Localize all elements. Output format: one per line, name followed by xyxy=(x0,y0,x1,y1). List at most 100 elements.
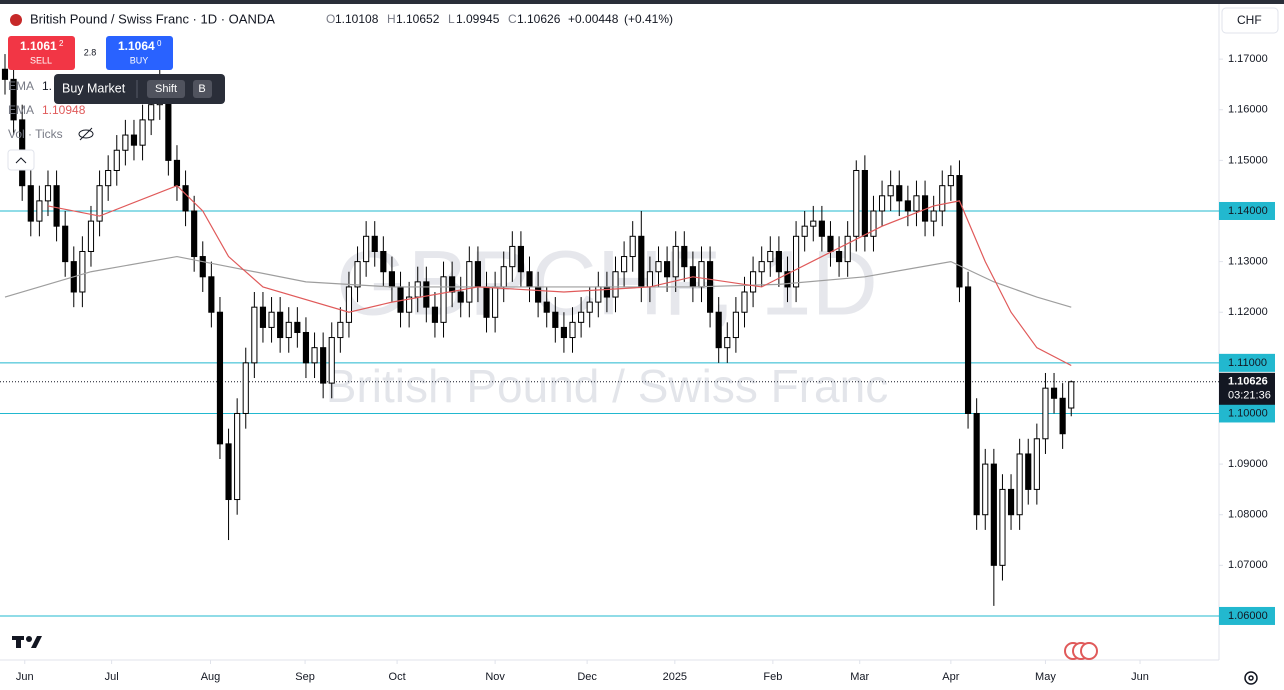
candle-body xyxy=(302,331,310,364)
y-tick-label: 1.08000 xyxy=(1228,509,1268,521)
x-tick-label: Oct xyxy=(389,671,406,683)
candle-body xyxy=(122,134,129,151)
candle-body xyxy=(878,195,886,212)
buy-bg xyxy=(106,36,173,70)
candle-body xyxy=(1068,381,1075,409)
current-price-bg xyxy=(1219,372,1275,405)
buy-button[interactable]: 1.1064 0 BUY xyxy=(106,36,173,70)
x-tick-label: Feb xyxy=(763,671,782,683)
candle-body xyxy=(87,220,95,252)
ohlc-value: 1.10626 xyxy=(517,12,561,26)
axes: 1.06000 1.07000 1.08000 1.09000 1.10000 1.110… xyxy=(16,53,1275,683)
candle-body xyxy=(775,250,782,273)
candle-body xyxy=(380,250,387,273)
candle-body xyxy=(560,326,567,339)
candle-body xyxy=(1033,438,1040,490)
top-border xyxy=(0,0,1284,4)
countdown: 03:21:36 xyxy=(1228,390,1271,402)
candle-body xyxy=(165,94,172,161)
candle-body xyxy=(363,235,370,263)
candle-body xyxy=(750,271,757,293)
candle-body xyxy=(474,261,482,288)
candle-body xyxy=(543,301,550,313)
x-tick-label: Jun xyxy=(1131,671,1149,683)
candle-body xyxy=(173,159,181,187)
candle-body xyxy=(320,347,327,384)
candle-body xyxy=(449,276,456,293)
x-tick-label: 2025 xyxy=(663,671,687,683)
candle-body xyxy=(277,311,284,339)
indicator-name: EMA xyxy=(8,103,34,117)
buy-price: 1.1064 xyxy=(118,39,155,53)
candle-body xyxy=(535,286,542,303)
candle-body xyxy=(784,271,791,288)
collapse-button[interactable] xyxy=(7,149,35,171)
sell-price: 1.1061 xyxy=(20,39,57,53)
candle-body xyxy=(259,306,267,328)
watermark-name: British Pound / Swiss Franc xyxy=(326,360,888,412)
candle-body xyxy=(483,286,490,318)
level-label: 1.14000 xyxy=(1228,205,1268,217)
candle-body xyxy=(956,175,963,288)
collapse-icon xyxy=(15,157,27,164)
settings-icon[interactable] xyxy=(1244,671,1258,685)
level-label-bg xyxy=(1219,606,1275,625)
candle-body xyxy=(767,250,774,263)
event-icons[interactable] xyxy=(1064,642,1098,660)
currency-button[interactable] xyxy=(1221,7,1279,34)
hide-icon[interactable] xyxy=(78,127,94,141)
candle-body xyxy=(939,185,946,212)
symbol-flag xyxy=(10,14,22,26)
spread: 2.8 xyxy=(84,47,97,57)
change-pct: (+0.41%) xyxy=(624,12,673,26)
candle-body xyxy=(139,119,146,146)
candle-body xyxy=(990,463,997,566)
ohlc-label: O xyxy=(326,12,335,26)
ohlc-label: H xyxy=(387,12,396,26)
sell-button[interactable]: 1.1061 2 SELL xyxy=(8,36,75,70)
candle-body xyxy=(337,321,344,339)
candle-body xyxy=(664,261,671,278)
candle-body xyxy=(225,443,232,501)
candle-body xyxy=(853,169,860,237)
y-tick-label: 1.09000 xyxy=(1228,458,1268,470)
candle-body xyxy=(440,276,447,323)
candle-body xyxy=(629,235,636,258)
candle-body xyxy=(466,261,473,303)
x-tick-label: Aug xyxy=(201,671,221,683)
candle-body xyxy=(388,271,396,288)
level-label: 1.10000 xyxy=(1228,407,1268,419)
ohlc-label: C xyxy=(508,12,517,26)
indicator-name: EMA xyxy=(8,79,34,93)
candle-body xyxy=(578,311,585,323)
currency: CHF xyxy=(1237,13,1262,27)
level-label: 1.11000 xyxy=(1228,357,1267,369)
sell-sup: 2 xyxy=(59,39,64,48)
x-tick-label: May xyxy=(1035,671,1056,683)
candle-body xyxy=(234,412,241,501)
symbol-title: British Pound / Swiss Franc · 1D · OANDA xyxy=(30,11,275,26)
candle-body xyxy=(741,291,748,313)
candle-body xyxy=(431,306,439,323)
candle-body xyxy=(1025,453,1032,490)
candle-body xyxy=(810,220,817,227)
candle-body xyxy=(27,185,34,222)
candle-body xyxy=(268,311,275,328)
ema-line xyxy=(4,255,1072,308)
candle-body xyxy=(285,321,292,339)
candle-body xyxy=(552,311,559,328)
candle-body xyxy=(79,250,86,293)
candle-body xyxy=(569,321,576,339)
candle-body xyxy=(621,256,628,273)
candle-body xyxy=(964,286,972,414)
y-tick-label: 1.16000 xyxy=(1228,104,1268,116)
level-label-bg xyxy=(1219,201,1275,220)
candle-body xyxy=(182,185,189,212)
x-tick-label: Jul xyxy=(105,671,119,683)
tv-logo xyxy=(12,636,42,648)
ohlc-value: 1.10108 xyxy=(335,12,379,26)
buy-sup: 0 xyxy=(157,39,162,48)
candle-body xyxy=(199,256,206,278)
candle-body xyxy=(973,412,980,516)
